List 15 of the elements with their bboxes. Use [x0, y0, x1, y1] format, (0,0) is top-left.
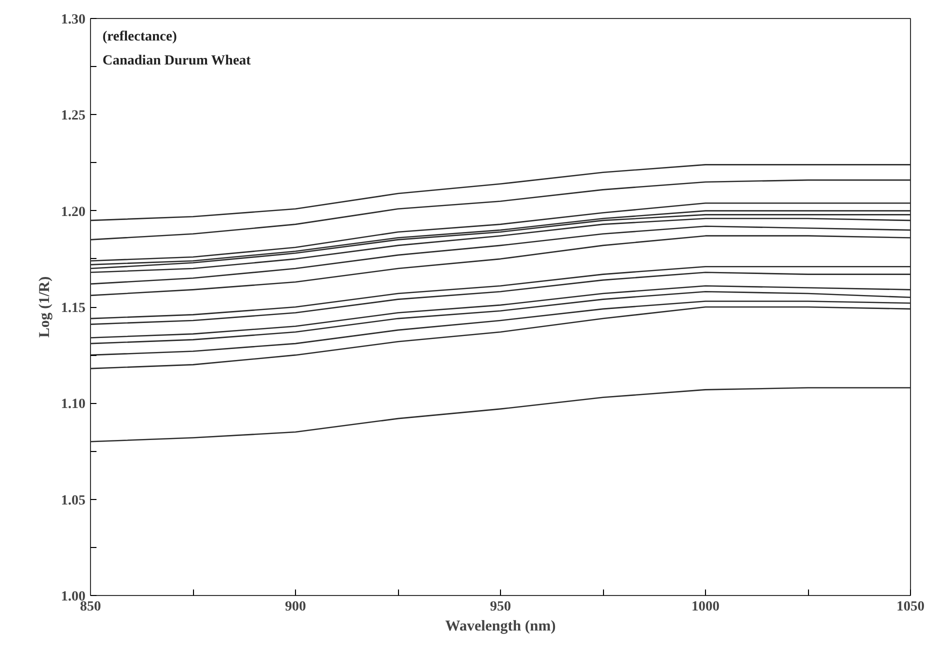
y-tick-label: 1.30 [61, 12, 86, 28]
y-tick-label: 1.10 [61, 397, 86, 412]
y-tick-label: 1.20 [61, 204, 86, 220]
annotation: Canadian Durum Wheat [102, 54, 252, 68]
y-tick-label: 1.05 [61, 493, 86, 508]
x-tick-label: 1050 [896, 600, 924, 614]
y-axis-title: Log (1/R) [37, 276, 53, 338]
x-axis-title: Wavelength (nm) [445, 618, 556, 634]
y-tick-label: 1.25 [61, 108, 86, 124]
x-tick-label: 850 [80, 600, 101, 614]
x-tick-label: 1000 [692, 600, 720, 614]
annotation: (reflectance) [102, 30, 178, 44]
x-tick-label: 950 [490, 600, 511, 614]
y-tick-label: 1.15 [61, 301, 86, 316]
x-tick-label: 900 [285, 600, 306, 614]
